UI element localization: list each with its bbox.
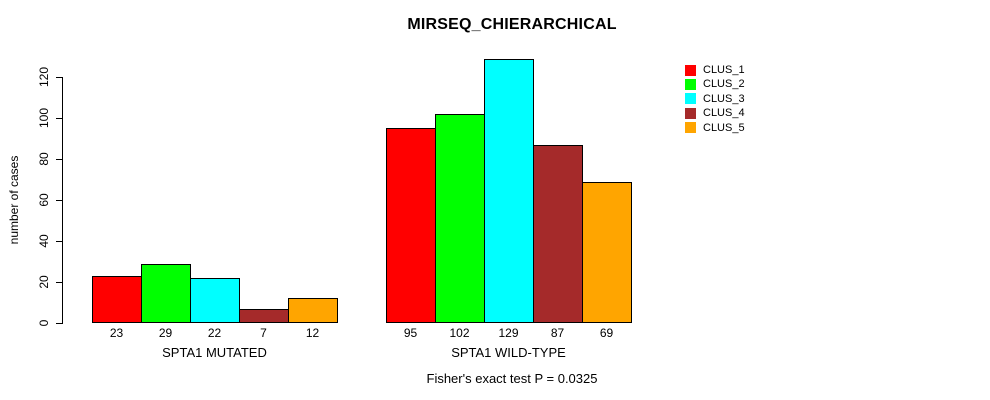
y-axis-tick-label: 80	[37, 152, 51, 166]
y-axis-tick-label: 100	[37, 107, 51, 129]
bar-value-label: 7	[260, 326, 267, 340]
legend-entry-label: CLUS_1	[703, 64, 745, 76]
legend-swatch	[685, 122, 696, 134]
bar-value-label: 12	[305, 326, 320, 340]
bar-clus_3-group2	[484, 58, 534, 323]
bar-clus_4-group2	[533, 144, 583, 323]
bar-clus_2-group1	[141, 263, 191, 323]
legend-swatch	[685, 107, 696, 119]
legend-entry-label: CLUS_5	[703, 121, 745, 134]
legend-entry-clus_2: CLUS_2	[685, 77, 745, 91]
group-label-2: SPTA1 WILD-TYPE	[451, 345, 566, 360]
bar-clus_3-group1	[190, 277, 240, 323]
bar-clus_4-group1	[239, 308, 289, 323]
bar-value-label: 22	[207, 326, 222, 340]
legend-swatch	[685, 93, 696, 105]
bar-value-label: 69	[599, 326, 614, 340]
bar-value-label: 87	[550, 326, 565, 340]
legend-entry-label: CLUS_4	[703, 107, 745, 120]
y-axis-label: number of cases	[7, 155, 21, 245]
y-axis-tick	[56, 282, 62, 283]
bar-value-label: 23	[109, 326, 124, 340]
y-axis-tick	[56, 323, 62, 324]
bar-clus_1-group2	[386, 128, 436, 323]
legend-swatch	[685, 78, 696, 90]
y-axis-tick-label: 40	[37, 234, 51, 248]
bar-value-label: 95	[403, 326, 418, 340]
bar-clus_1-group1	[92, 275, 142, 323]
bar-clus_2-group2	[435, 113, 485, 323]
group-label-1: SPTA1 MUTATED	[162, 345, 267, 360]
y-axis-tick-label: 60	[37, 193, 51, 207]
y-axis-tick	[56, 77, 62, 78]
legend-entry-clus_3: CLUS_3	[685, 92, 745, 106]
bar-clus_5-group2	[582, 181, 632, 323]
fisher-test-annotation: Fisher's exact test P = 0.0325	[426, 371, 598, 386]
y-axis-tick	[56, 241, 62, 242]
y-axis-tick-label: 0	[37, 319, 51, 327]
bar-value-label: 29	[158, 326, 173, 340]
bar-value-label: 102	[449, 326, 470, 340]
legend-entry-clus_4: CLUS_4	[685, 106, 745, 120]
y-axis-tick-label: 20	[37, 275, 51, 289]
y-axis-tick	[56, 200, 62, 201]
legend-entry-label: CLUS_2	[703, 78, 745, 91]
legend-entry-clus_1: CLUS_1	[685, 63, 745, 77]
y-axis-tick	[56, 118, 62, 119]
legend-entry-label: CLUS_3	[703, 92, 745, 105]
y-axis-line	[62, 77, 63, 324]
legend-swatch	[685, 64, 696, 76]
bar-value-label: 129	[498, 326, 519, 340]
y-axis-tick-label: 120	[37, 66, 51, 88]
y-axis-tick	[56, 159, 62, 160]
legend-entry-clus_5: CLUS_5	[685, 121, 745, 135]
chart-title: MIRSEQ_CHIERARCHICAL	[407, 16, 617, 33]
bar-clus_5-group1	[288, 298, 338, 323]
